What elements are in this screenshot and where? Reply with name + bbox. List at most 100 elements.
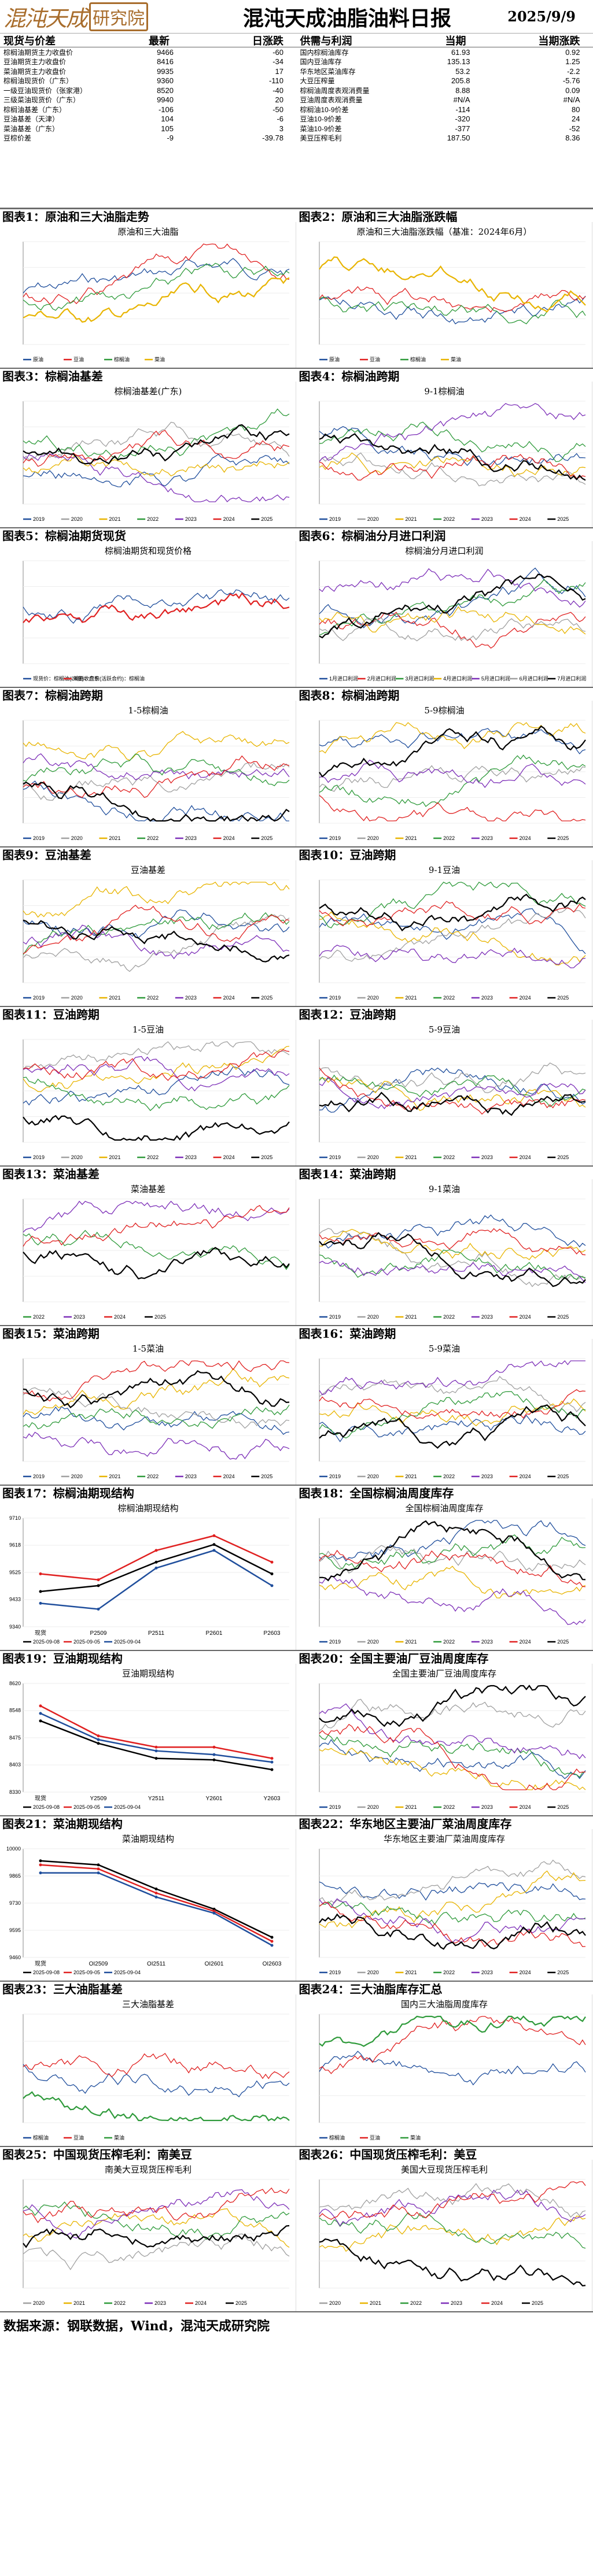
chart-c10: 9-1豆油 2019 2020 2021 2022 2023 2024 2025 <box>319 865 586 1001</box>
section-title-left: 图表15：菜油跨期 <box>2 1326 100 1341</box>
series-line <box>319 1520 586 1562</box>
legend-label: 2024 <box>520 1804 531 1810</box>
chart-title: 棕榈油期现结构 <box>117 1503 178 1513</box>
logo-box: 研究院 <box>89 2 149 31</box>
series-line <box>23 1405 290 1430</box>
legend-label: 2021 <box>405 1314 417 1320</box>
table-cell: 国内棕榈油库存 <box>300 48 349 57</box>
series-line <box>23 2091 290 2122</box>
legend-label: 2023 <box>481 835 493 841</box>
table-cell: -40 <box>272 86 283 95</box>
legend-label: 2023 <box>481 1804 493 1810</box>
table-cell: 棕榈油周度表观消费量 <box>300 86 370 95</box>
chart-c3: 棕榈油基差(广东) 2019 2020 2021 2022 2023 2024 2025 <box>23 386 290 522</box>
series-line <box>23 1041 290 1070</box>
legend-label: 2022 <box>443 835 455 841</box>
y-tick-label: 10000 <box>6 1846 21 1852</box>
section-bar: 图表15：菜油跨期 图表16：菜油跨期 <box>0 1325 593 1341</box>
y-tick-label: 9525 <box>9 1570 21 1575</box>
legend-label: 2023 <box>451 2300 462 2306</box>
series-line <box>23 1230 290 1271</box>
data-point <box>39 1719 42 1723</box>
series-line <box>23 2233 290 2270</box>
x-tick-label: OI2601 <box>205 1961 224 1967</box>
series-line <box>319 1748 586 1790</box>
legend-label: 2025 <box>154 1314 166 1320</box>
series-line <box>319 1913 586 1950</box>
legend-label: 2025-09-04 <box>114 1970 141 1975</box>
data-point <box>39 1572 42 1576</box>
chart-c7: 1-5棕榈油 2019 2020 2021 2022 2023 2024 2025 <box>23 705 290 841</box>
series-line <box>23 1056 290 1092</box>
legend-label: 菜油 <box>451 356 461 362</box>
x-tick-label: Y2511 <box>148 1796 165 1802</box>
table-header-cell: 供需与利润 <box>300 35 352 47</box>
chart-c20: 全国主要油厂豆油周度库存 2019 2020 2021 2022 2023 2024 2025 <box>319 1668 586 1810</box>
legend-label: 2022 <box>147 516 159 522</box>
legend-label: 菜油 <box>154 356 165 362</box>
table-cell: 一级豆油现货价（张家港） <box>3 86 87 95</box>
y-tick-label: 9710 <box>9 1515 21 1521</box>
chart-panel: 豆油基差 2019 2020 2021 2022 2023 2024 2025 <box>0 860 296 1006</box>
chart-panel: 原油和三大油脂涨跌幅（基准：2024年6月） 原油 豆油 棕榈油 菜油 <box>296 222 592 368</box>
series-line <box>23 421 290 461</box>
series-line <box>23 454 290 487</box>
chart-panel: 国内三大油脂周度库存 棕榈油 豆油 菜油 <box>296 1994 592 2146</box>
legend-label: 2024 <box>114 1314 126 1320</box>
legend-label: 豆油 <box>73 356 84 362</box>
table-cell: 80 <box>572 105 580 114</box>
series-line <box>23 781 290 822</box>
data-point <box>154 1749 158 1753</box>
legend-label: 2024 <box>520 1314 531 1320</box>
data-point <box>270 1760 274 1764</box>
series-line <box>319 882 586 928</box>
table-cell: 0.09 <box>565 86 580 95</box>
data-point <box>270 1584 274 1587</box>
chart-title: 国内三大油脂周度库存 <box>401 1999 488 2009</box>
legend-label: 2019 <box>329 1804 341 1810</box>
legend-label: 2022 <box>443 995 455 1001</box>
table-cell: -377 <box>455 124 470 133</box>
series-line <box>319 1415 586 1442</box>
series-line <box>23 905 290 954</box>
series-line <box>319 579 586 636</box>
y-tick-label: 8620 <box>9 1681 21 1686</box>
section-bar: 图表7：棕榈油跨期 图表8：棕榈油跨期 <box>0 687 593 702</box>
y-tick-label: 8548 <box>9 1708 21 1713</box>
data-point <box>154 1892 158 1895</box>
section-title-left: 图表3：棕榈油基差 <box>2 369 103 383</box>
table-row: 菜油基差（广东） 105 3 <box>0 124 297 134</box>
legend-label: 2022 <box>443 1639 455 1645</box>
chart-c18: 全国棕榈油周度库存 2019 2020 2021 2022 2023 2024 2025 <box>319 1503 586 1645</box>
section-bar: 图表21：菜油期现结构 图表22：华东地区主要油厂菜油周度库存 <box>0 1815 593 1831</box>
series-line <box>23 454 290 477</box>
chart-c14: 9-1菜油 2019 2020 2021 2022 2023 2024 2025 <box>319 1184 586 1320</box>
series-line <box>319 1228 586 1256</box>
series-line <box>23 2225 290 2248</box>
x-tick-label: P2511 <box>148 1630 165 1637</box>
table-cell: -114 <box>455 105 470 114</box>
series-line <box>23 909 290 939</box>
series-line <box>319 1076 586 1109</box>
series-line <box>319 1724 586 1790</box>
table-cell: 美豆压榨毛利 <box>300 134 342 143</box>
series-line <box>319 2238 586 2287</box>
chart-title: 菜油基差 <box>131 1184 165 1194</box>
chart-sections: 图表1：原油和三大油脂走势 图表2：原油和三大油脂涨跌幅 原油和三大油脂 原油 豆油 棕榈… <box>0 208 593 2311</box>
chart-title: 华东地区主要油厂菜油周度库存 <box>384 1834 505 1844</box>
table-row: 豆棕价差 -9 -39.78 <box>0 134 297 143</box>
legend-label: 2020 <box>367 1154 379 1160</box>
legend-label: 2021 <box>109 1474 120 1479</box>
x-tick-label: P2601 <box>206 1630 223 1637</box>
series-line <box>319 286 586 313</box>
legend-label: 2025 <box>557 1154 569 1160</box>
table-cell: 53.2 <box>455 66 470 76</box>
x-tick-label: 现货 <box>35 1794 46 1802</box>
data-point <box>39 1712 42 1715</box>
table-cell: -52 <box>569 124 580 133</box>
logo: 混沌天成 研究院 <box>0 1 211 32</box>
table-cell: 135.13 <box>447 57 470 66</box>
section-title-right: 图表18：全国棕榈油周度库存 <box>299 1486 454 1500</box>
legend-label: 2019 <box>33 1154 45 1160</box>
